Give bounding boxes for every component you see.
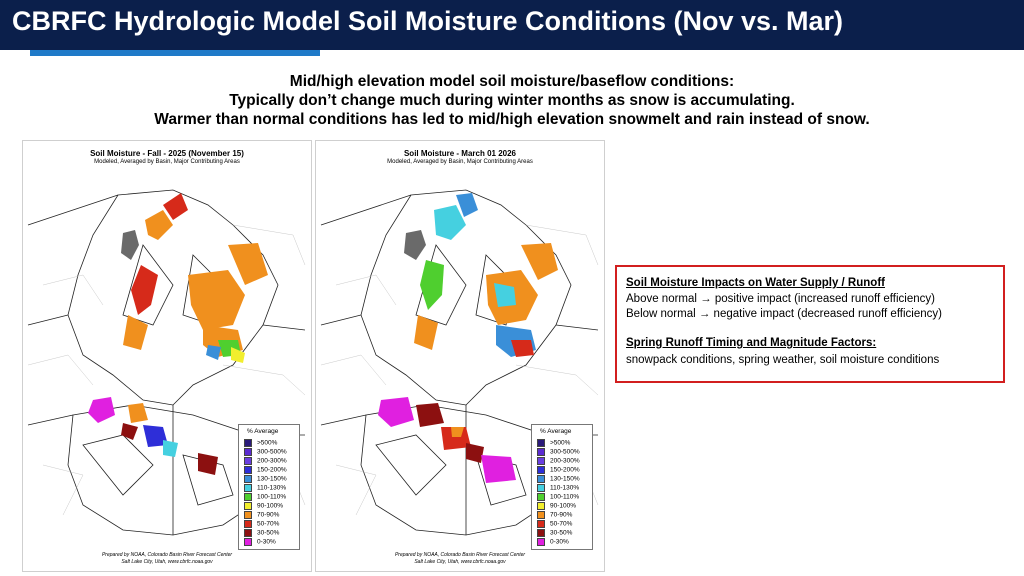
legend-item: 0-30% <box>537 538 569 547</box>
map-title: Soil Moisture - March 01 2026 <box>403 149 517 158</box>
legend: % Average >500% 300-500% 200-300% 150-20… <box>531 424 593 550</box>
legend-item: 300-500% <box>537 448 580 457</box>
legend-item: 100-110% <box>537 493 579 502</box>
legend-item: 110-130% <box>244 484 286 493</box>
basin-map-image <box>320 189 599 536</box>
legend-item: >500% <box>244 439 277 448</box>
map-subtitle: Modeled, Averaged by Basin, Major Contri… <box>94 159 240 165</box>
legend-item: 200-300% <box>244 457 287 466</box>
legend-item: 110-130% <box>537 484 579 493</box>
subtitle-line: Typically don’t change much during winte… <box>229 92 795 109</box>
subtitle-line: Mid/high elevation model soil moisture/b… <box>289 73 735 90</box>
soil-moisture-map-fall: Soil Moisture - Fall - 2025 (November 15… <box>22 140 312 572</box>
info-line-above-normal: Above normal → positive impact (increase… <box>626 293 935 305</box>
legend-item: 150-200% <box>537 466 580 475</box>
info-box: Soil Moisture Impacts on Water Supply / … <box>615 265 1005 383</box>
legend-item: 130-150% <box>244 475 287 484</box>
map-subtitle: Modeled, Averaged by Basin, Major Contri… <box>387 159 533 165</box>
subtitle-line: Warmer than normal conditions has led to… <box>154 111 870 128</box>
legend-title: % Average <box>247 428 279 435</box>
subtitle-block: Mid/high elevation model soil moisture/b… <box>0 72 1024 129</box>
legend-item: 200-300% <box>537 457 580 466</box>
info-line-factors: snowpack conditions, spring weather, soi… <box>626 354 940 366</box>
soil-moisture-map-march: Soil Moisture - March 01 2026 Modeled, A… <box>315 140 605 572</box>
info-heading-impacts: Soil Moisture Impacts on Water Supply / … <box>626 277 885 289</box>
legend-item: 300-500% <box>244 448 287 457</box>
legend-item: 30-50% <box>537 529 572 538</box>
legend-item: 90-100% <box>244 502 283 511</box>
map-footer: Prepared by NOAA, Colorado Basin River F… <box>394 552 526 565</box>
title-bar: CBRFC Hydrologic Model Soil Moisture Con… <box>0 0 1024 50</box>
info-heading-factors: Spring Runoff Timing and Magnitude Facto… <box>626 337 877 349</box>
legend-item: 150-200% <box>244 466 287 475</box>
legend-item: 70-90% <box>244 511 279 520</box>
legend-item: >500% <box>537 439 570 448</box>
legend-item: 30-50% <box>244 529 279 538</box>
title-accent-bar <box>30 50 320 56</box>
info-line-below-normal: Below normal → negative impact (decrease… <box>626 308 942 320</box>
basin-map-image <box>27 189 306 536</box>
map-footer: Prepared by NOAA, Colorado Basin River F… <box>101 552 233 565</box>
legend-item: 0-30% <box>244 538 276 547</box>
legend-item: 100-110% <box>244 493 286 502</box>
map-title: Soil Moisture - Fall - 2025 (November 15… <box>90 149 244 158</box>
legend-item: 50-70% <box>244 520 279 529</box>
legend-item: 50-70% <box>537 520 572 529</box>
legend: % Average >500% 300-500% 200-300% 150-20… <box>238 424 300 550</box>
slide-title: CBRFC Hydrologic Model Soil Moisture Con… <box>12 6 844 36</box>
legend-item: 90-100% <box>537 502 576 511</box>
legend-title: % Average <box>540 428 572 435</box>
legend-item: 70-90% <box>537 511 572 520</box>
legend-item: 130-150% <box>537 475 580 484</box>
